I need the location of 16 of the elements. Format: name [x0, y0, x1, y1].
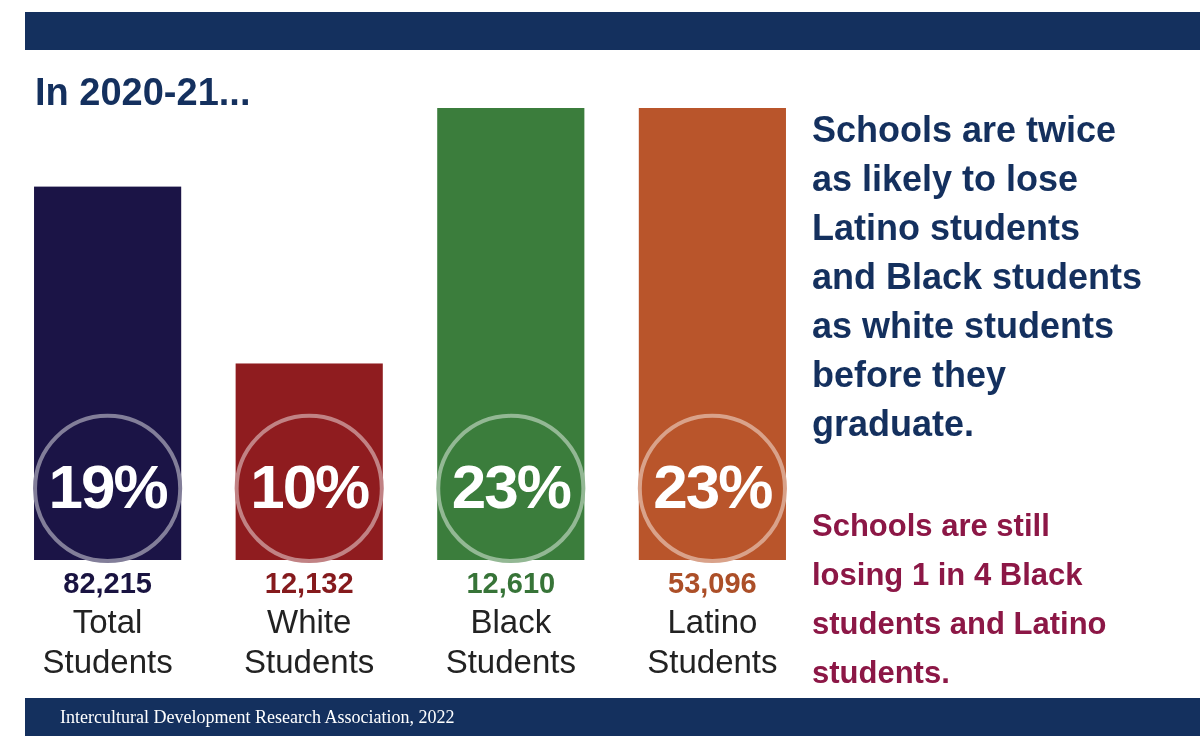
text: 12,132	[264, 567, 354, 599]
data-label: 19%	[48, 452, 168, 522]
data-label: 23%	[653, 452, 773, 522]
data-label: 23%	[451, 452, 571, 522]
text: 82,215	[63, 567, 152, 599]
x-tick-label: Black Students	[445, 603, 576, 680]
annotation: Schools are twice as likely to lose Latino students and Black students as white students before they graduate.	[812, 109, 1143, 444]
text: 12,610	[466, 567, 556, 599]
text: Intercultural Development Research Association, 2022	[60, 707, 455, 727]
text: 53,096	[668, 567, 757, 599]
chart-title: In 2020-21...	[35, 71, 251, 113]
x-tick-label: Latino Students	[647, 603, 778, 680]
data-label: 10%	[250, 452, 370, 522]
x-tick-label: White Students	[244, 603, 375, 680]
annotation: Schools are still losing 1 in 4 Black students and Latino students.	[812, 508, 1107, 690]
x-tick-label: Total Students	[42, 603, 173, 680]
